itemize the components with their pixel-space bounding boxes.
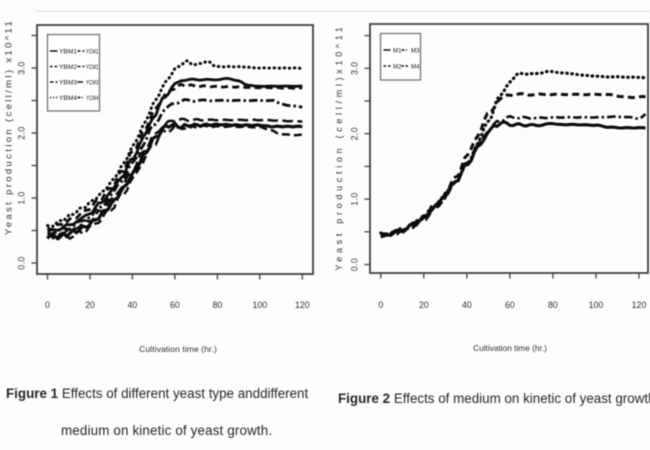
svg-text:Yeast production (cell/ml) x10: Yeast production (cell/ml) x10^11	[4, 19, 15, 235]
svg-text:60: 60	[170, 300, 180, 310]
svg-text:100: 100	[252, 300, 267, 310]
svg-text:M3: M3	[411, 47, 420, 54]
svg-text:120: 120	[295, 300, 310, 310]
svg-text:YBM2: YBM2	[59, 64, 77, 71]
svg-text:40: 40	[462, 300, 472, 310]
svg-text:M1: M1	[393, 47, 402, 54]
svg-text:0.0: 0.0	[350, 258, 360, 271]
svg-text:YCM3: YCM3	[86, 79, 99, 86]
svg-text:Yeast production (cell/ml)x10^: Yeast production (cell/ml)x10^11	[334, 23, 344, 270]
svg-text:YBM4: YBM4	[59, 95, 77, 102]
svg-text:60: 60	[505, 300, 515, 310]
svg-text:80: 80	[213, 300, 223, 310]
svg-text:80: 80	[548, 300, 558, 310]
svg-text:20: 20	[419, 300, 429, 310]
svg-text:120: 120	[632, 300, 647, 310]
svg-text:100: 100	[589, 300, 604, 310]
svg-text:YBM3: YBM3	[59, 79, 77, 86]
svg-text:3.0: 3.0	[350, 62, 360, 75]
svg-text:M4: M4	[411, 63, 420, 70]
svg-text:1.0: 1.0	[350, 192, 360, 205]
svg-text:3.0: 3.0	[17, 61, 27, 74]
svg-text:0: 0	[45, 300, 50, 310]
svg-text:YCM1: YCM1	[86, 48, 99, 55]
svg-text:2.0: 2.0	[17, 126, 27, 139]
svg-text:20: 20	[85, 300, 95, 310]
svg-text:0.0: 0.0	[17, 256, 27, 269]
svg-text:M2: M2	[393, 63, 402, 70]
svg-text:Cultivation time (hr.): Cultivation time (hr.)	[139, 344, 217, 354]
svg-text:40: 40	[128, 300, 138, 310]
svg-text:YCM2: YCM2	[86, 64, 99, 71]
svg-text:0: 0	[378, 300, 383, 310]
svg-text:YCM4: YCM4	[86, 95, 99, 102]
svg-text:YBM1: YBM1	[59, 48, 77, 55]
svg-text:2.0: 2.0	[350, 127, 360, 140]
svg-text:1.0: 1.0	[17, 191, 27, 204]
svg-text:Cultivation time (hr.): Cultivation time (hr.)	[473, 343, 547, 353]
